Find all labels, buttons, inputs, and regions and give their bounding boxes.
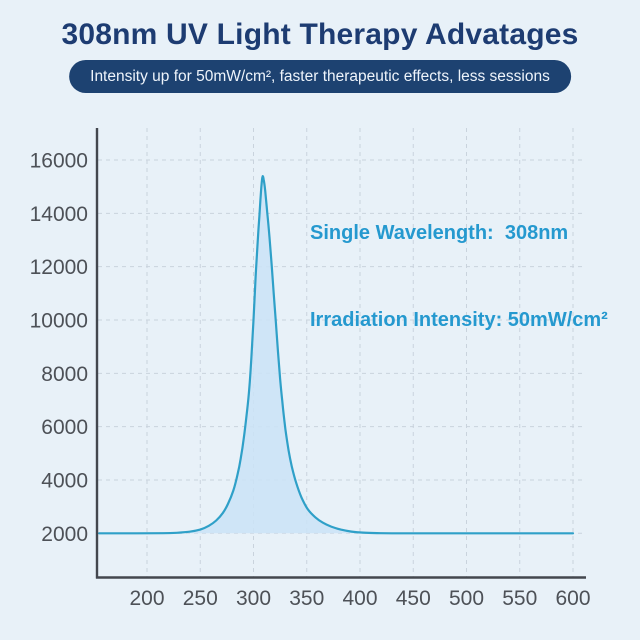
y-tick-label: 12000 — [30, 256, 88, 279]
y-tick-label: 16000 — [30, 150, 88, 173]
y-tick-label: 14000 — [30, 203, 88, 226]
annotation-intensity: Irradiation Intensity: 50mW/cm² — [310, 309, 608, 331]
spectrum-line — [98, 175, 575, 535]
y-tick-label: 2000 — [41, 523, 88, 546]
subtitle-text: Intensity up for 50mW/cm², faster therap… — [90, 67, 550, 85]
axes — [95, 128, 586, 579]
subtitle-banner: Intensity up for 50mW/cm², faster therap… — [69, 60, 571, 93]
tick-labels: 200 250 300 350 400 450 500 550 600 2000 4000 6000 8… — [30, 150, 591, 611]
x-tick-label: 450 — [396, 587, 431, 610]
page-title: 308nm UV Light Therapy Advatages — [61, 18, 579, 51]
x-tick-label: 300 — [236, 587, 271, 610]
x-tick-label: 550 — [502, 587, 537, 610]
y-tick-label: 8000 — [41, 363, 88, 386]
x-tick-label: 500 — [449, 587, 484, 610]
annotation-wavelength: Single Wavelength: 308nm — [310, 222, 569, 244]
y-tick-label: 10000 — [30, 309, 88, 332]
y-tick-label: 6000 — [41, 416, 88, 439]
x-tick-label: 400 — [342, 587, 377, 610]
spectrum-curve — [98, 175, 575, 535]
x-tick-label: 350 — [289, 587, 324, 610]
x-tick-label: 250 — [183, 587, 218, 610]
y-tick-label: 4000 — [41, 469, 88, 492]
x-tick-label: 200 — [129, 587, 164, 610]
x-tick-label: 600 — [555, 587, 590, 610]
chart-annotation: Single Wavelength: 308nm Irradiation Int… — [310, 161, 608, 393]
